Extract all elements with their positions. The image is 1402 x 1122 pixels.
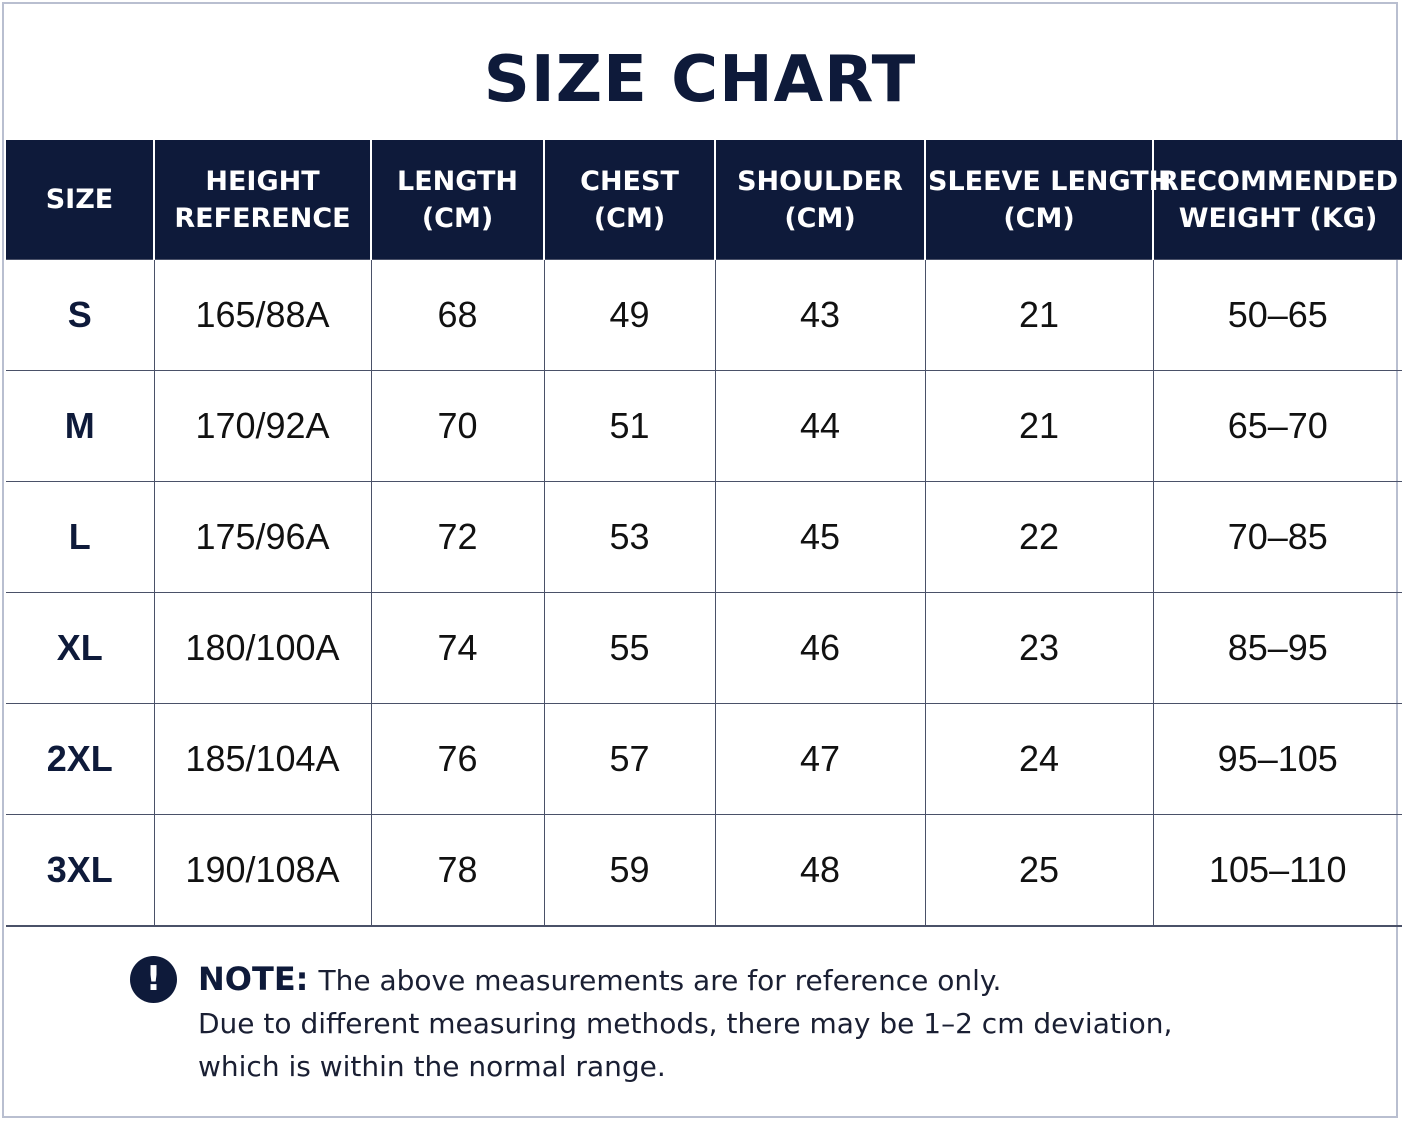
chest-cell: 53	[543, 481, 716, 593]
column-header-height-reference: HEIGHT REFERENCE	[153, 140, 372, 260]
column-header-line: CHEST	[580, 165, 679, 197]
height-reference-cell: 170/92A	[153, 370, 372, 482]
recommended-weight-cell: 70–85	[1152, 481, 1402, 593]
height-reference-cell: 165/88A	[153, 259, 372, 371]
length-cell: 74	[370, 592, 545, 704]
size-table: SIZE HEIGHT REFERENCE LENGTH (CM) CHEST …	[6, 140, 1402, 927]
chest-cell: 49	[543, 259, 716, 371]
chest-cell: 51	[543, 370, 716, 482]
size-cell: 2XL	[6, 703, 155, 815]
recommended-weight-cell: 95–105	[1152, 703, 1402, 815]
length-cell: 72	[370, 481, 545, 593]
column-header-line: SHOULDER	[737, 165, 903, 197]
sleeve-length-cell: 25	[924, 814, 1154, 927]
column-header-line: (CM)	[784, 202, 856, 234]
page-title: SIZE CHART	[483, 43, 917, 117]
recommended-weight-cell: 105–110	[1152, 814, 1402, 927]
chest-cell: 57	[543, 703, 716, 815]
shoulder-cell: 45	[714, 481, 926, 593]
shoulder-cell: 47	[714, 703, 926, 815]
length-cell: 78	[370, 814, 545, 927]
column-header-length: LENGTH (CM)	[370, 140, 545, 260]
column-header-line: SIZE	[45, 184, 114, 215]
chest-cell: 59	[543, 814, 716, 927]
size-cell: L	[6, 481, 155, 593]
column-header-shoulder: SHOULDER (CM)	[714, 140, 926, 260]
length-cell: 70	[370, 370, 545, 482]
height-reference-cell: 190/108A	[153, 814, 372, 927]
table-header-row: SIZE HEIGHT REFERENCE LENGTH (CM) CHEST …	[6, 140, 1402, 260]
column-header-line: WEIGHT (KG)	[1178, 202, 1378, 234]
note-label: NOTE:	[198, 960, 309, 998]
column-header-line: (CM)	[593, 202, 666, 234]
recommended-weight-cell: 65–70	[1152, 370, 1402, 482]
sleeve-length-cell: 24	[924, 703, 1154, 815]
column-header-line: HEIGHT	[205, 165, 320, 197]
table-row: XL 180/100A 74 55 46 23 85–95	[6, 592, 1402, 704]
table-row: 2XL 185/104A 76 57 47 24 95–105	[6, 703, 1402, 815]
note-line: which is within the normal range.	[198, 1050, 666, 1083]
column-header-sleeve-length: SLEEVE LENGTH (CM)	[924, 140, 1172, 260]
column-header-line: SLEEVE LENGTH	[928, 165, 1172, 197]
exclamation-circle-icon: !	[130, 956, 177, 1003]
column-header-line: (CM)	[421, 202, 494, 234]
note-line: Due to different measuring methods, ther…	[198, 1007, 1173, 1040]
height-reference-cell: 175/96A	[153, 481, 372, 593]
column-header-line: LENGTH	[397, 165, 518, 197]
note-line: NOTE: The above measurements are for refe…	[198, 958, 1328, 1002]
size-cell: M	[6, 370, 155, 482]
shoulder-cell: 44	[714, 370, 926, 482]
note-line-text: The above measurements are for reference…	[318, 964, 1002, 997]
column-header-line: REFERENCE	[174, 202, 351, 234]
sleeve-length-cell: 21	[924, 370, 1154, 482]
column-header-chest: CHEST (CM)	[543, 140, 716, 260]
recommended-weight-cell: 50–65	[1152, 259, 1402, 371]
shoulder-cell: 48	[714, 814, 926, 927]
table-row: 3XL 190/108A 78 59 48 25 105–110	[6, 814, 1402, 927]
height-reference-cell: 185/104A	[153, 703, 372, 815]
size-cell: S	[6, 259, 155, 371]
table-row: M 170/92A 70 51 44 21 65–70	[6, 370, 1402, 482]
chest-cell: 55	[543, 592, 716, 704]
table-row: S 165/88A 68 49 43 21 50–65	[6, 259, 1402, 371]
column-header-size: SIZE	[6, 140, 155, 260]
column-header-line: (CM)	[1003, 202, 1075, 234]
table-row: L 175/96A 72 53 45 22 70–85	[6, 481, 1402, 593]
length-cell: 76	[370, 703, 545, 815]
note-text: NOTE: The above measurements are for refe…	[198, 958, 1328, 1088]
sleeve-length-cell: 21	[924, 259, 1154, 371]
sleeve-length-cell: 23	[924, 592, 1154, 704]
sleeve-length-cell: 22	[924, 481, 1154, 593]
size-cell: XL	[6, 592, 155, 704]
length-cell: 68	[370, 259, 545, 371]
size-cell: 3XL	[6, 814, 155, 927]
shoulder-cell: 46	[714, 592, 926, 704]
column-header-line: RECOMMENDED	[1157, 165, 1399, 197]
height-reference-cell: 180/100A	[153, 592, 372, 704]
shoulder-cell: 43	[714, 259, 926, 371]
recommended-weight-cell: 85–95	[1152, 592, 1402, 704]
column-header-recommended-weight: RECOMMENDED WEIGHT (KG)	[1152, 140, 1402, 260]
